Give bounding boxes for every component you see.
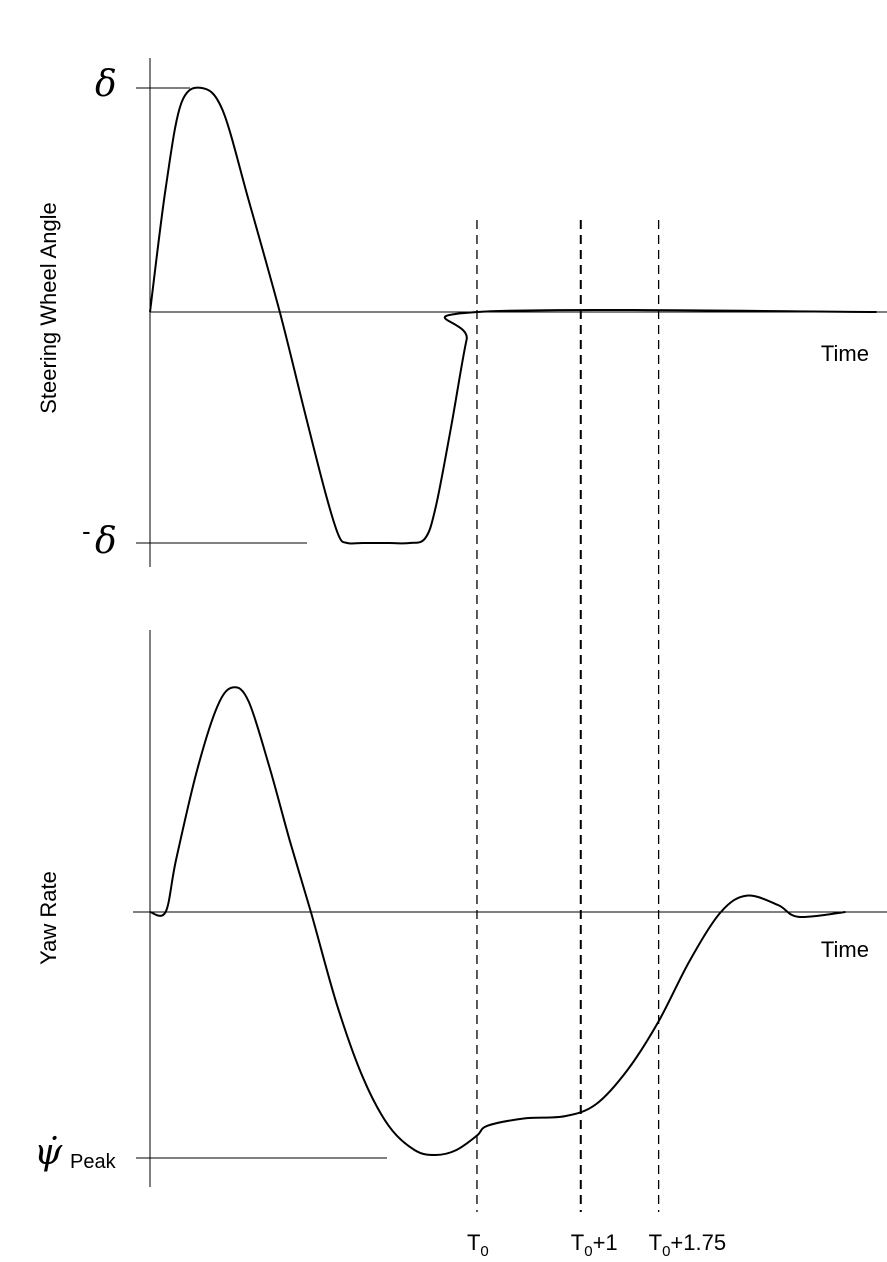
top-neg-delta-label: δ <box>95 521 117 562</box>
yaw-peak-subscript: Peak <box>70 1151 117 1173</box>
top-x-label: Time <box>821 341 869 366</box>
bottom-panel: ψ̇ Peak Yaw Rate Time <box>34 630 887 1187</box>
top-neg-prefix: - <box>82 516 91 546</box>
top-series-line <box>149 86 877 545</box>
top-delta-label: δ <box>95 64 117 105</box>
marker-label-2: T0+1.75 <box>649 1230 726 1260</box>
marker-label-1: T0+1 <box>571 1230 618 1260</box>
bottom-y-label: Yaw Rate <box>36 871 61 965</box>
time-markers: T0 T0+1 T0+1.75 <box>467 220 726 1260</box>
marker-label-0: T0 <box>467 1230 489 1260</box>
bottom-series-line <box>149 686 846 1157</box>
bottom-x-label: Time <box>821 937 869 962</box>
top-panel: δ - δ Steering Wheel Angle Time <box>36 58 887 567</box>
yaw-peak-symbol: ψ̇ <box>34 1132 63 1173</box>
top-y-label: Steering Wheel Angle <box>36 202 61 414</box>
